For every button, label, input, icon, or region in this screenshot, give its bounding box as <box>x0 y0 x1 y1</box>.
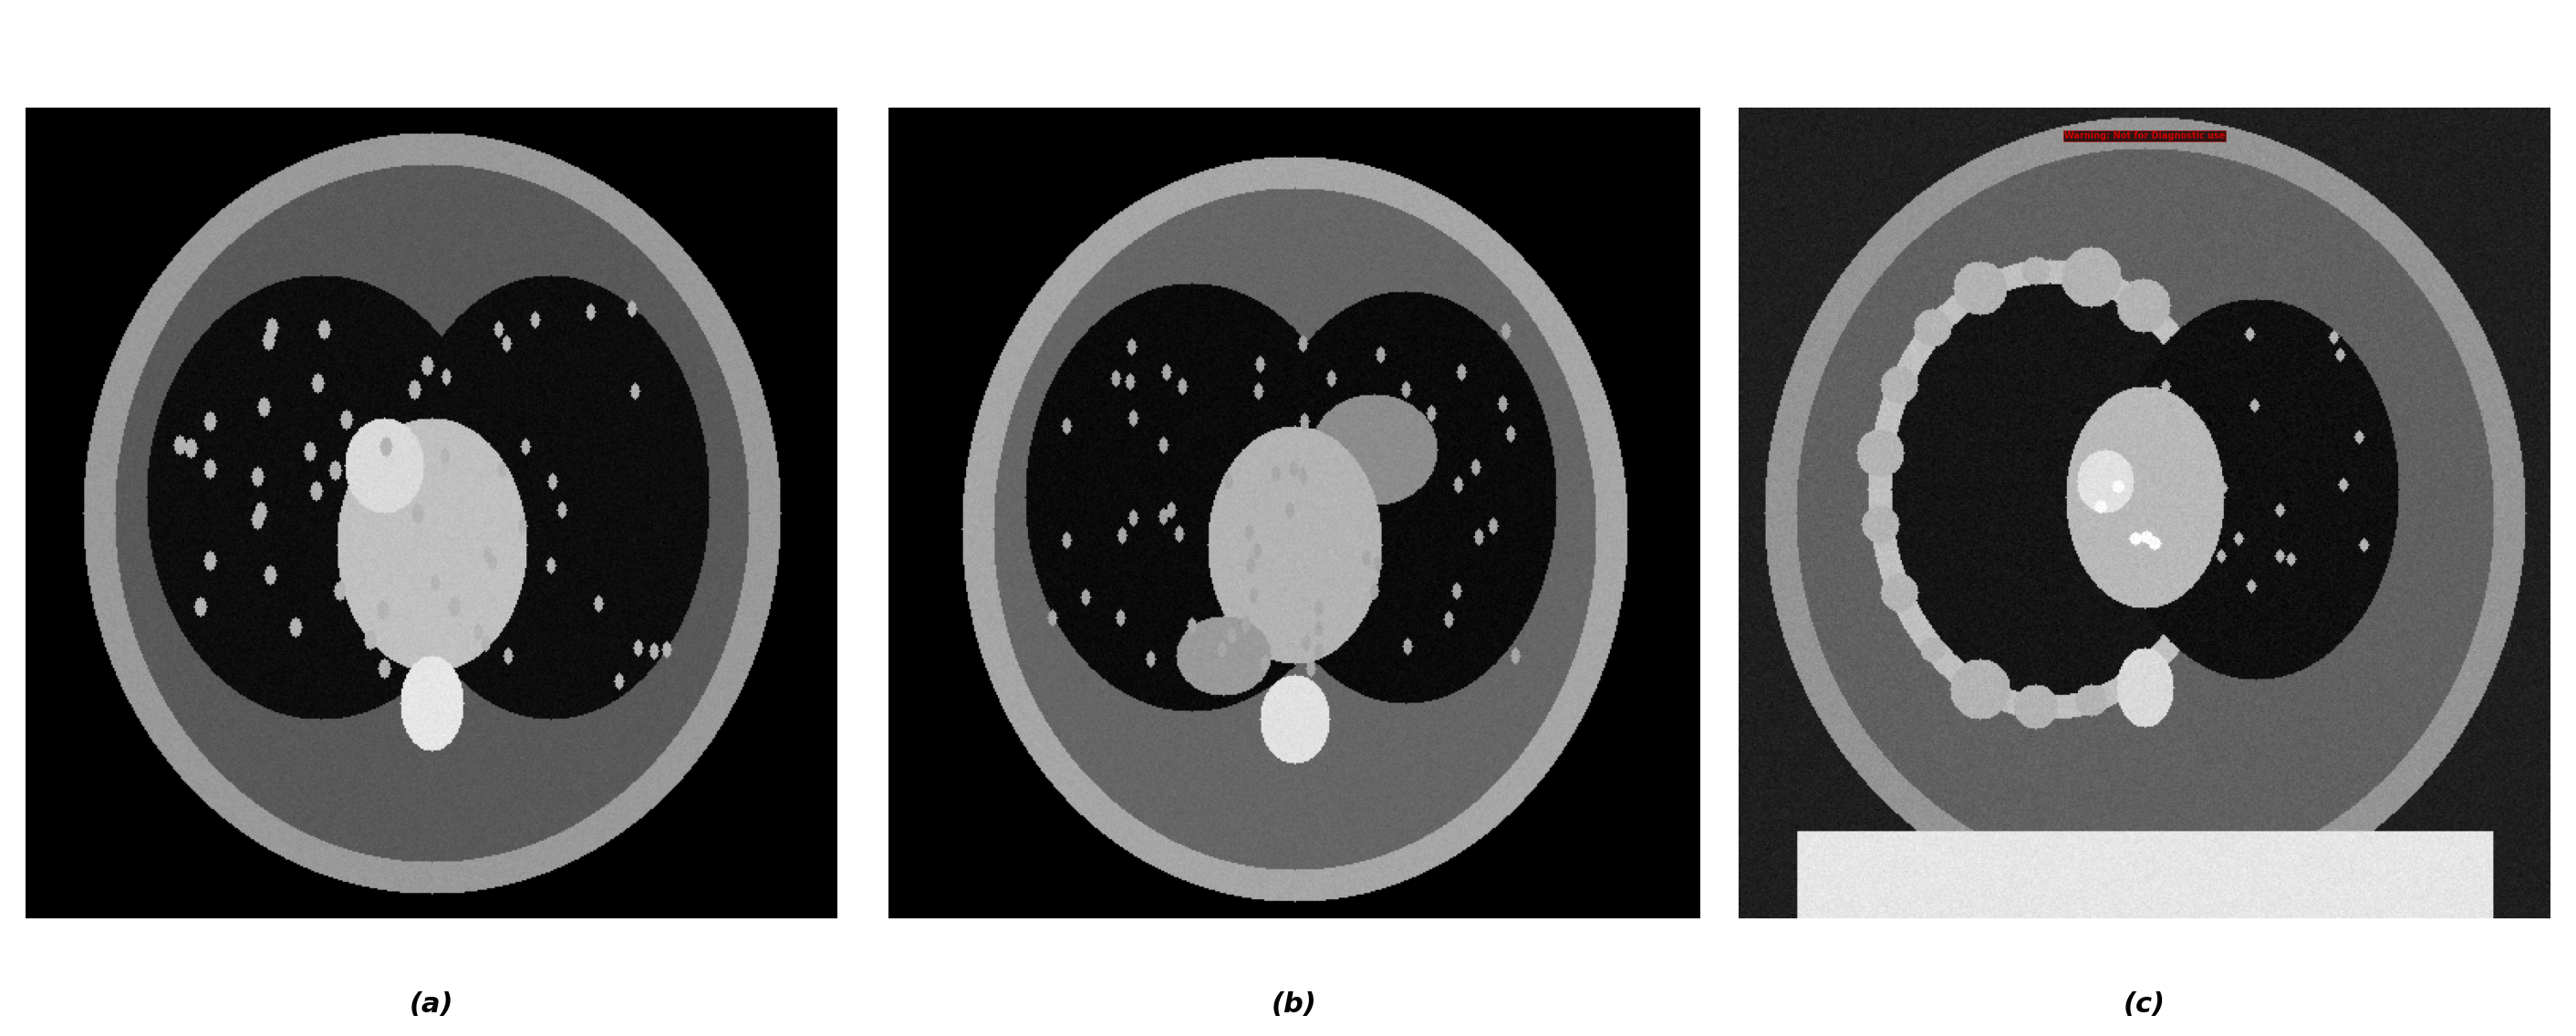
Text: (a): (a) <box>410 991 453 1018</box>
Text: (c): (c) <box>2123 991 2166 1018</box>
Text: Warning: Not for Diagnostic use: Warning: Not for Diagnostic use <box>2063 132 2226 141</box>
Text: (b): (b) <box>1273 991 1316 1018</box>
